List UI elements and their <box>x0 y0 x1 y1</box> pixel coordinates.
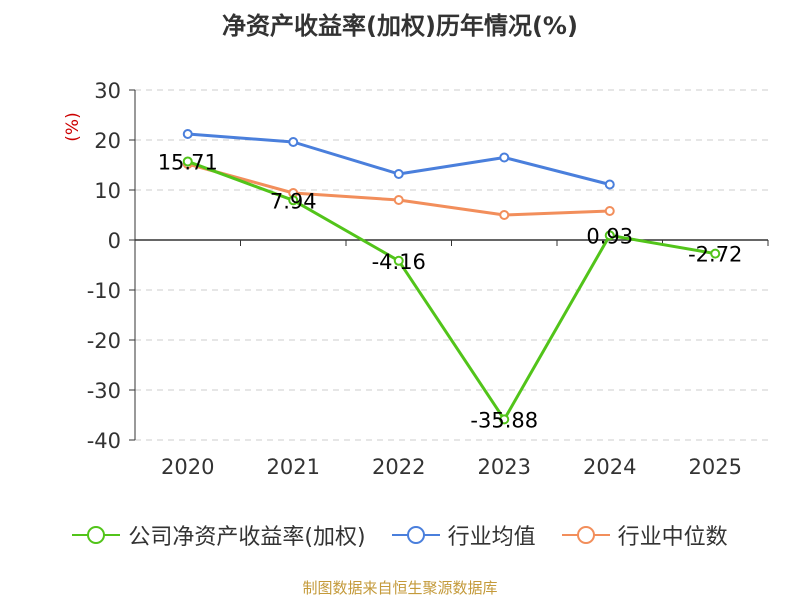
series-line <box>187 160 716 421</box>
data-point <box>499 414 510 425</box>
data-label: -4.16 <box>372 250 426 274</box>
data-point <box>499 152 510 163</box>
data-label: 7.94 <box>270 189 317 213</box>
data-point <box>182 156 193 167</box>
data-point <box>393 255 404 266</box>
legend-item-company[interactable]: 公司净资产收益率(加权) <box>72 519 366 551</box>
y-tick-label: 0 <box>108 229 121 253</box>
data-label: 15.71 <box>158 150 218 174</box>
y-tick-label: 30 <box>94 79 121 103</box>
data-point <box>710 248 721 259</box>
data-point <box>604 179 615 190</box>
legend-marker-industry-mean <box>391 526 440 544</box>
legend: 公司净资产收益率(加权) 行业均值 行业中位数 <box>0 519 800 551</box>
y-tick-label: 20 <box>94 129 121 153</box>
data-point <box>604 230 615 241</box>
chart-title: 净资产收益率(加权)历年情况(%) <box>222 12 578 40</box>
y-axis-label: (%) <box>63 112 83 141</box>
y-tick-label: -30 <box>87 379 121 403</box>
y-tick-label: 10 <box>94 179 121 203</box>
data-point <box>393 195 404 205</box>
x-tick-label: 2024 <box>583 455 636 479</box>
x-tick-label: 2023 <box>478 455 531 479</box>
data-label: -35.88 <box>470 408 538 432</box>
x-tick-label: 2020 <box>161 455 214 479</box>
legend-marker-company <box>72 526 121 544</box>
data-point <box>288 137 299 147</box>
legend-label-industry-mean: 行业均值 <box>447 525 536 550</box>
y-tick-label: -20 <box>87 329 121 353</box>
source-note: 制图数据来自恒生聚源数据库 <box>302 579 498 597</box>
y-tick-label: -40 <box>87 429 121 453</box>
data-label: 0.93 <box>586 224 633 248</box>
data-point <box>288 195 299 206</box>
legend-label-industry-median: 行业中位数 <box>617 525 728 550</box>
legend-marker-industry-median <box>561 526 610 544</box>
data-point <box>182 129 193 139</box>
data-point <box>499 210 510 220</box>
data-point <box>393 169 404 179</box>
legend-item-industry-mean[interactable]: 行业均值 <box>391 519 536 551</box>
legend-item-industry-median[interactable]: 行业中位数 <box>561 519 728 551</box>
y-tick-label: -10 <box>87 279 121 303</box>
x-tick-label: 2022 <box>372 455 425 479</box>
x-tick-label: 2021 <box>267 455 320 479</box>
data-label: -2.72 <box>688 243 742 267</box>
data-point <box>604 206 615 216</box>
legend-label-company: 公司净资产收益率(加权) <box>128 525 366 550</box>
x-tick-label: 2025 <box>689 455 742 479</box>
